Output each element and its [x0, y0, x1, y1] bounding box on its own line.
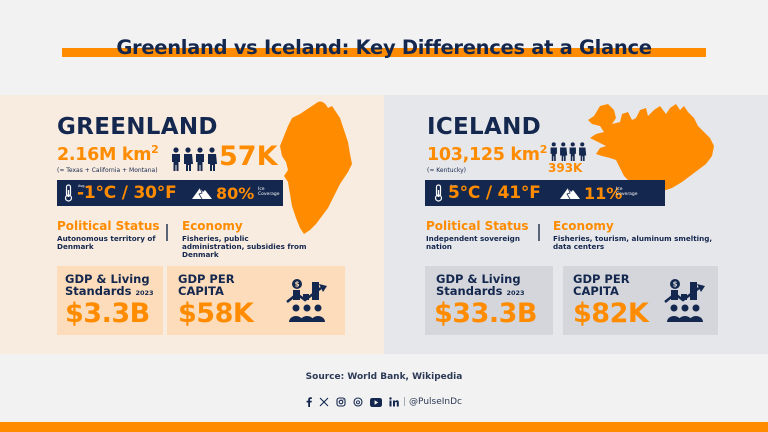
- iceland-political-text: Independent sovereign nation: [426, 234, 520, 251]
- greenland-name: GREENLAND: [57, 114, 218, 140]
- page-title: Greenland vs Iceland: Key Differences at…: [116, 36, 652, 59]
- economy-growth-icon: $: [286, 279, 327, 322]
- greenland-gdp-card: GDP & Living Standards 2023 $3.3B: [57, 266, 163, 335]
- iceland-name: ICELAND: [427, 114, 542, 140]
- greenland-economy-text: Fisheries, public administration, subsid…: [182, 234, 307, 259]
- source-text: Source: World Bank, Wikipedia: [305, 372, 463, 382]
- greenland-economy-heading: Economy: [182, 219, 243, 233]
- linkedin-icon[interactable]: [389, 397, 399, 407]
- mountain-icon: [560, 187, 580, 199]
- greenland-political-text: Autonomous territory of Denmark: [57, 234, 156, 251]
- x-icon[interactable]: [319, 397, 329, 407]
- svg-text:$: $: [673, 281, 678, 289]
- iceland-gdp-per-capita-value: $82K: [573, 298, 649, 329]
- population-icon: [170, 147, 218, 171]
- economy-growth-icon: $: [664, 279, 705, 322]
- social-links: | @PulseInDc: [0, 397, 768, 407]
- iceland-ice-coverage: 11%: [584, 184, 623, 203]
- iceland-gdp-per-capita-card: GDP PER CAPITA $82K $: [563, 266, 718, 335]
- separator: |: [403, 397, 407, 407]
- avg-label: Avg.: [450, 184, 458, 188]
- greenland-population: 57K: [219, 141, 278, 172]
- iceland-political-heading: Political Status: [426, 219, 529, 233]
- section-divider: [166, 224, 168, 241]
- avg-label: Avg.: [78, 184, 86, 188]
- greenland-area: 2.16M km2: [57, 143, 159, 165]
- instagram-icon[interactable]: [336, 397, 346, 407]
- iceland-climate-bar: [425, 180, 665, 206]
- thermometer-icon: [434, 184, 443, 202]
- title-highlight: [62, 48, 706, 57]
- greenland-map-icon: [280, 101, 352, 235]
- social-handle[interactable]: @PulseInDc: [409, 397, 462, 407]
- population-icon: [549, 141, 587, 162]
- iceland-temperature: 5°C / 41°F: [448, 183, 541, 203]
- iceland-economy-text: Fisheries, tourism, aluminum smelting, d…: [553, 234, 713, 251]
- greenland-area-note: (≈ Texas + California + Montana): [57, 167, 158, 174]
- greenland-gdp-per-capita-value: $58K: [178, 298, 254, 329]
- facebook-icon[interactable]: [306, 397, 312, 407]
- mountain-icon: [192, 187, 212, 199]
- greenland-ice-coverage: 80%: [216, 184, 255, 203]
- greenland-temperature: -1°C / 30°F: [77, 183, 177, 203]
- section-divider: [538, 224, 540, 241]
- ice-coverage-label: Ice Coverage: [258, 187, 280, 197]
- iceland-gdp-value: $33.3B: [434, 298, 537, 329]
- greenland-gdp-value: $3.3B: [65, 298, 150, 329]
- title-block: Greenland vs Iceland: Key Differences at…: [62, 36, 706, 66]
- iceland-gdp-card: GDP & Living Standards 2023 $33.3B: [425, 266, 553, 335]
- threads-icon[interactable]: [353, 397, 363, 407]
- footer-bar: [0, 422, 768, 432]
- iceland-area-note: (≈ Kentucky): [427, 167, 467, 174]
- youtube-icon[interactable]: [370, 397, 382, 407]
- svg-text:$: $: [295, 281, 300, 289]
- greenland-gdp-per-capita-card: GDP PER CAPITA $58K $: [167, 266, 345, 335]
- iceland-map-icon: [588, 104, 714, 192]
- greenland-climate-bar: [57, 180, 283, 206]
- greenland-political-heading: Political Status: [57, 219, 160, 233]
- iceland-economy-heading: Economy: [553, 219, 614, 233]
- iceland-area: 103,125 km2: [427, 143, 548, 165]
- ice-coverage-label: Ice Coverage: [616, 187, 638, 197]
- thermometer-icon: [64, 184, 73, 202]
- iceland-population: 393K: [548, 161, 583, 175]
